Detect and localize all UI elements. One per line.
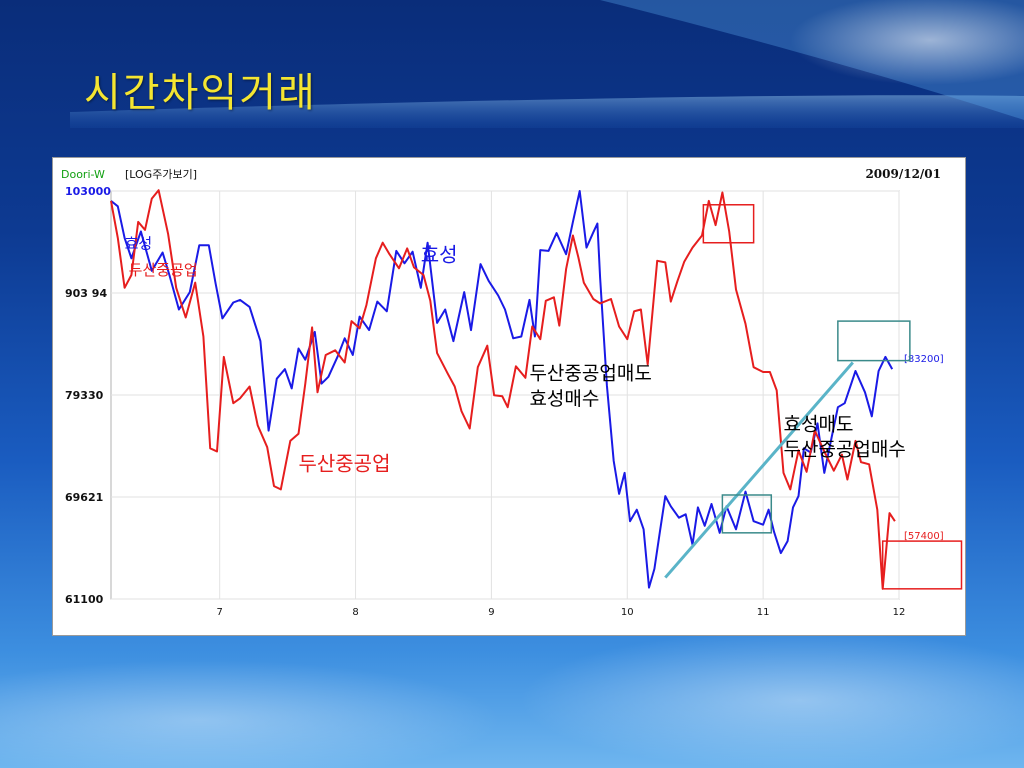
annotation-label-3: 효성매수 [529,388,599,410]
annotation-label-2: 두산중공업매도 [529,363,651,385]
x-tick-label: 7 [217,607,223,618]
series-line-0 [110,190,894,589]
annotation-label-1: 두산중공업 [298,452,390,476]
chart-source-label: Doori-W [61,168,105,181]
x-tick-label: 10 [621,607,634,618]
y-tick-label: 61100 [65,593,104,606]
highlight-box-doosan-peak [702,204,755,244]
chart-date-label: 2009/12/01 [865,167,941,181]
stock-chart: 103000 903 94 79330 69621 61100 7 8 9 10 11 12 Door… [61,167,963,618]
x-tick-label: 9 [488,607,494,618]
y-tick-label: 903 94 [65,287,107,300]
x-tick-label: 8 [352,607,358,618]
series-line-1 [110,189,896,590]
annotation-label-6: 효성 [125,234,153,252]
annotation-label-0: 효성 [421,243,458,267]
end-value-label-hyosung: [83200] [904,354,944,365]
annotation-label-7: 두산중공업 [129,261,198,279]
trend-line [664,361,854,579]
highlight-box-hyosung-low [721,494,773,534]
slide-title: 시간차익거래 [84,70,317,116]
y-tick-label: 103000 [65,185,111,198]
stock-chart-panel: 103000 903 94 79330 69621 61100 7 8 9 10 11 12 Door… [52,157,966,636]
y-tick-label: 69621 [65,491,103,504]
chart-mode-label: [LOG주가보기] [125,168,197,181]
annotation-label-5: 두산중공업매수 [784,439,906,461]
y-tick-label: 79330 [65,389,104,402]
x-tick-label: 11 [757,607,770,618]
annotation-label-4: 효성매도 [784,414,854,436]
highlight-box-doosan-end [881,540,963,590]
end-value-label-doosan: [57400] [904,531,944,542]
highlight-box-hyosung-end [837,320,911,362]
x-tick-label: 12 [893,607,906,618]
